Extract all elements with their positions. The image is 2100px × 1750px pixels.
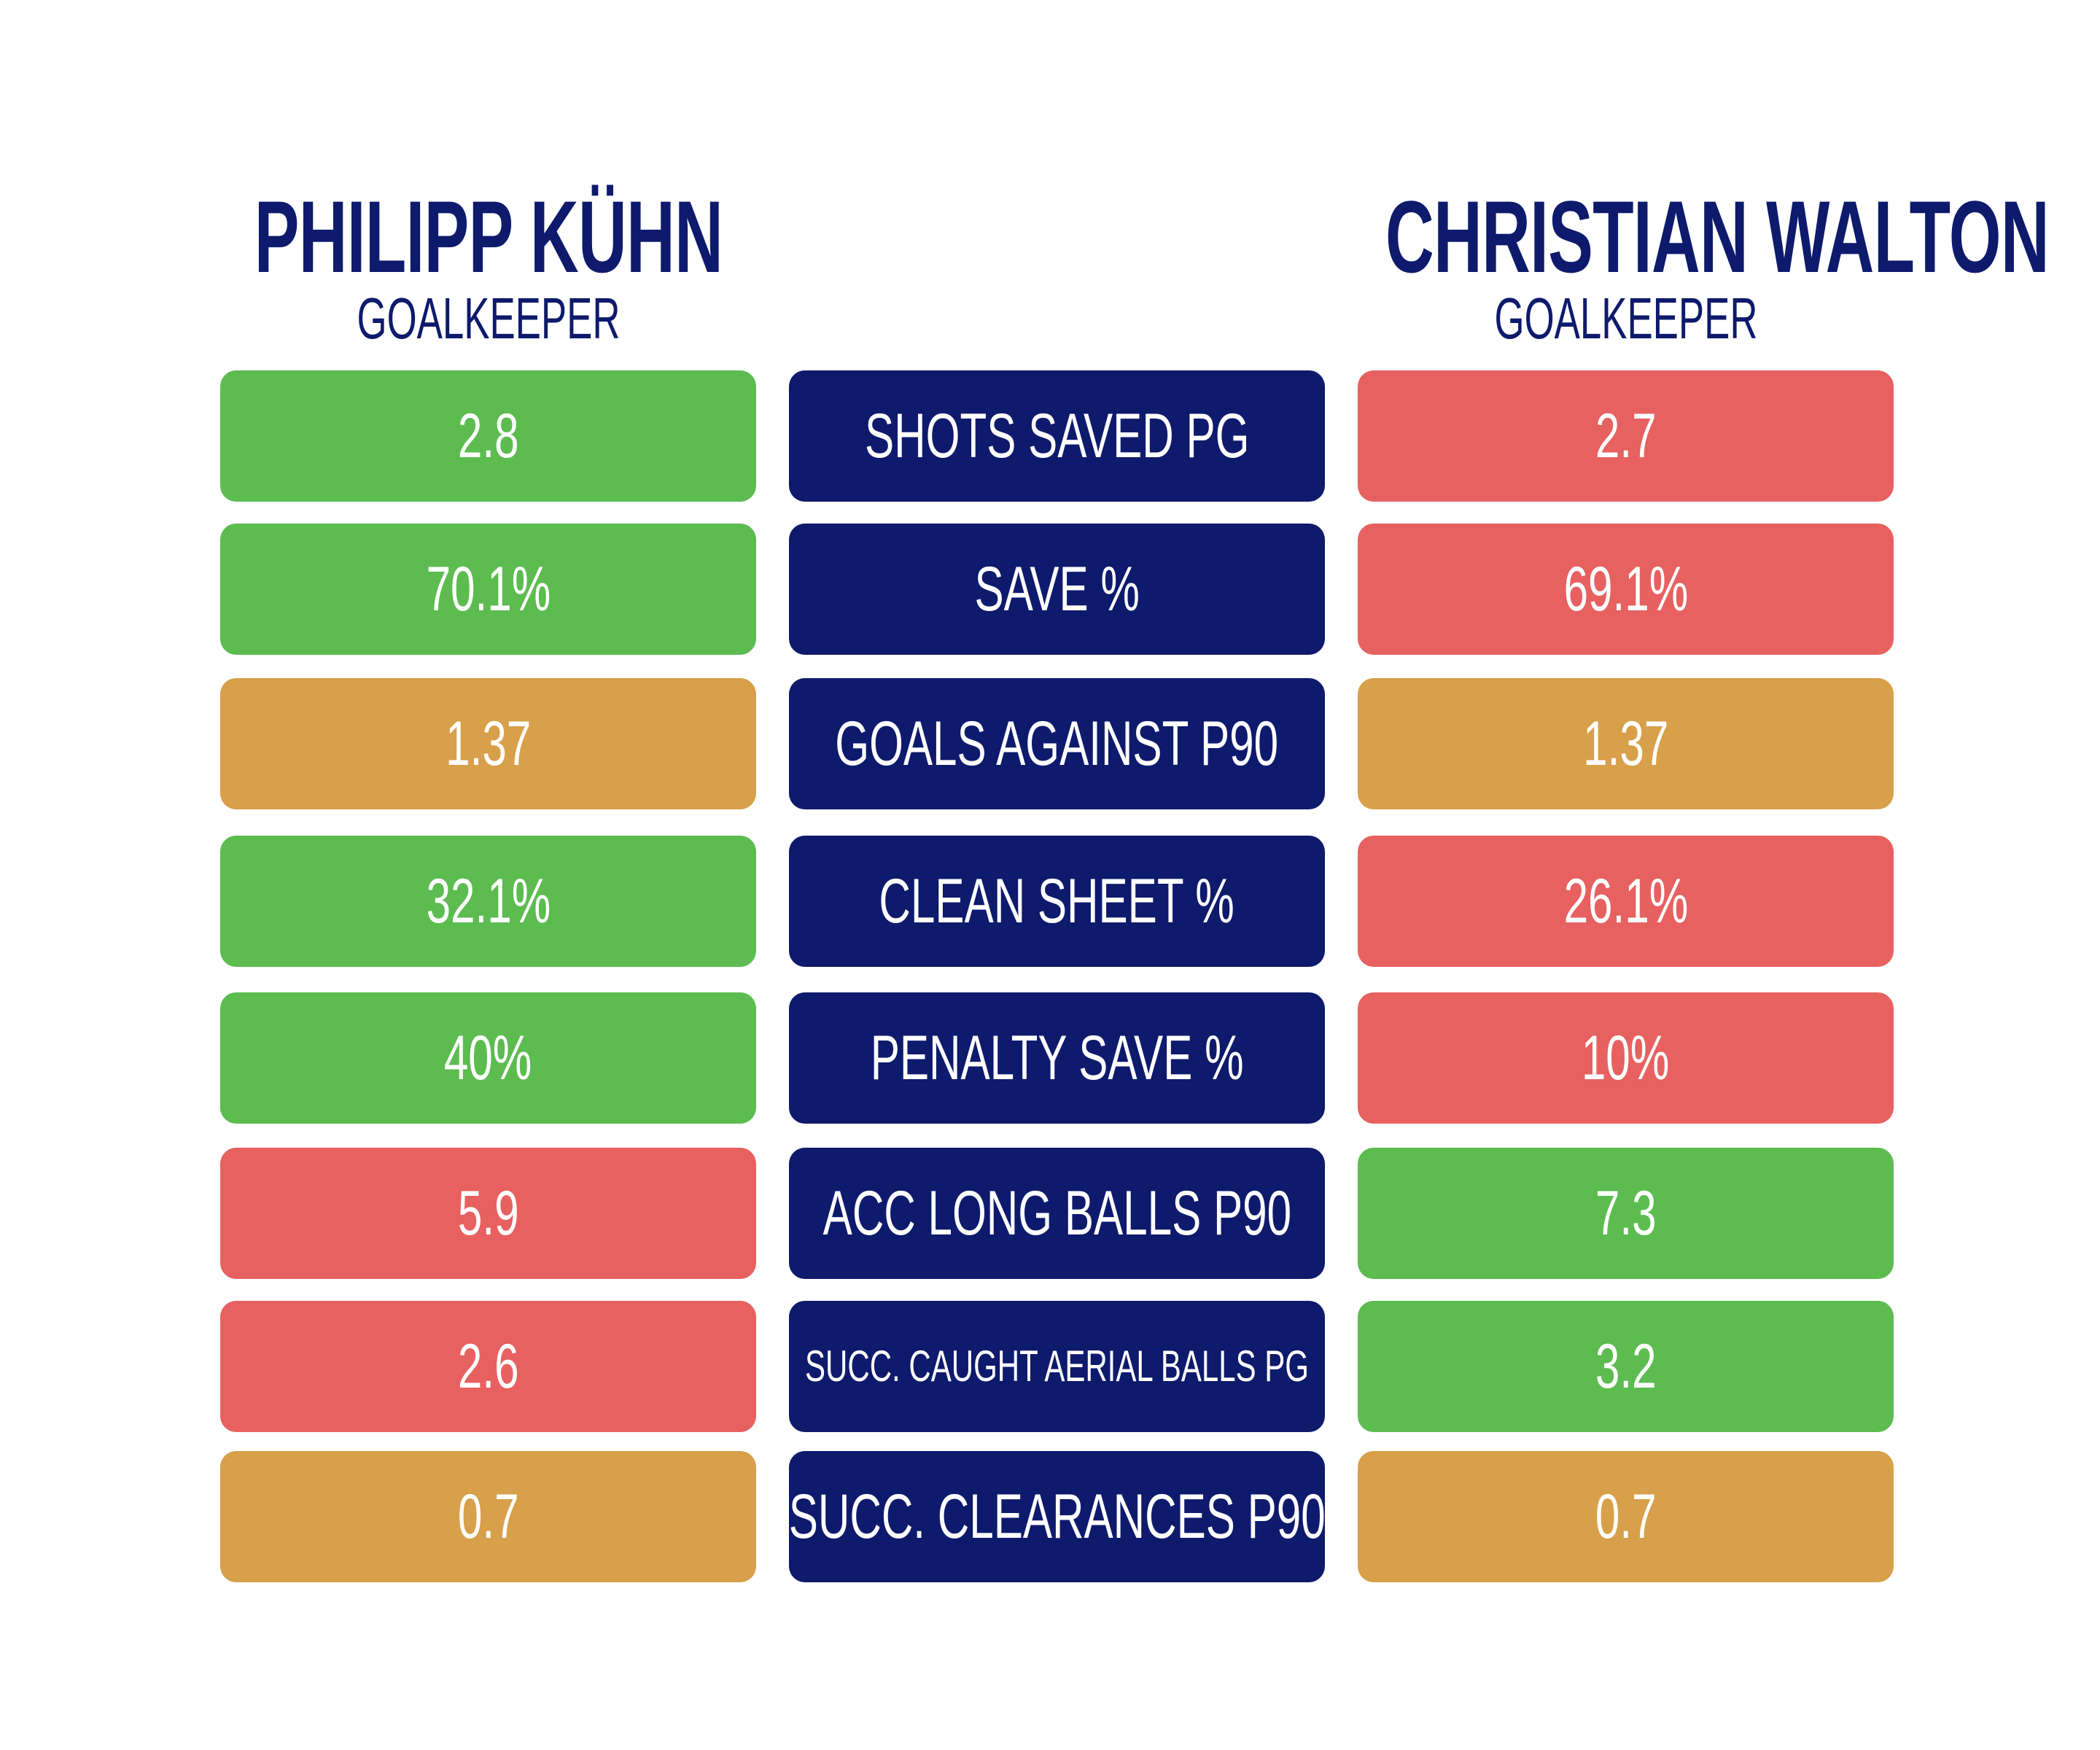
- stat-label-cell: PENALTY SAVE %: [789, 992, 1325, 1124]
- right-value-cell: 10%: [1358, 992, 1894, 1124]
- left-value-cell: 0.7: [220, 1451, 756, 1582]
- left-value: 40%: [444, 1023, 532, 1093]
- left-value: 1.37: [445, 709, 532, 779]
- stat-label-cell: SUCC. CAUGHT AERIAL BALLS PG: [789, 1301, 1325, 1432]
- right-value-cell: 3.2: [1358, 1301, 1894, 1432]
- stat-label: GOALS AGAINST P90: [835, 709, 1279, 779]
- right-value-cell: 69.1%: [1358, 524, 1894, 655]
- left-value-cell: 32.1%: [220, 836, 756, 967]
- stat-label: SUCC. CAUGHT AERIAL BALLS PG: [805, 1342, 1309, 1391]
- right-value-cell: 0.7: [1358, 1451, 1894, 1582]
- stat-label-cell: SHOTS SAVED PG: [789, 370, 1325, 502]
- left-value: 70.1%: [426, 554, 551, 624]
- stat-label-cell: ACC LONG BALLS P90: [789, 1148, 1325, 1279]
- stat-label: CLEAN SHEET %: [879, 866, 1235, 936]
- left-value-cell: 5.9: [220, 1148, 756, 1279]
- left-value: 0.7: [457, 1482, 519, 1552]
- left-value-cell: 70.1%: [220, 524, 756, 655]
- stat-row-goals-against: 1.37 GOALS AGAINST P90 1.37: [0, 678, 2100, 809]
- left-value: 2.6: [457, 1331, 519, 1401]
- left-value: 32.1%: [426, 866, 551, 936]
- right-value: 3.2: [1595, 1331, 1657, 1401]
- player-header-left: PHILIPP KÜHN GOALKEEPER: [124, 186, 853, 348]
- stat-label: ACC LONG BALLS P90: [822, 1178, 1291, 1248]
- player-name-right: CHRISTIAN WALTON: [1385, 179, 2050, 294]
- left-value: 2.8: [457, 401, 519, 471]
- right-value-cell: 26.1%: [1358, 836, 1894, 967]
- stat-label-cell: CLEAN SHEET %: [789, 836, 1325, 967]
- stat-label-cell: SAVE %: [789, 524, 1325, 655]
- stat-row-aerial-balls: 2.6 SUCC. CAUGHT AERIAL BALLS PG 3.2: [0, 1301, 2100, 1432]
- player-position-left: GOALKEEPER: [357, 286, 621, 351]
- left-value-cell: 2.8: [220, 370, 756, 502]
- right-value: 26.1%: [1563, 866, 1688, 936]
- left-value-cell: 40%: [220, 992, 756, 1124]
- player-name-left: PHILIPP KÜHN: [254, 179, 723, 294]
- stat-label: SUCC. CLEARANCES P90: [789, 1482, 1325, 1552]
- right-value: 1.37: [1582, 709, 1669, 779]
- stat-label: SAVE %: [974, 554, 1140, 624]
- right-value: 7.3: [1595, 1178, 1657, 1248]
- right-value-cell: 2.7: [1358, 370, 1894, 502]
- right-value: 10%: [1582, 1023, 1670, 1093]
- player-header-right: CHRISTIAN WALTON GOALKEEPER: [1261, 179, 2050, 351]
- stat-row-clearances: 0.7 SUCC. CLEARANCES P90 0.7: [0, 1451, 2100, 1582]
- right-value: 0.7: [1595, 1482, 1657, 1552]
- right-value: 2.7: [1595, 401, 1657, 471]
- stat-label-cell: GOALS AGAINST P90: [789, 678, 1325, 809]
- stat-label: SHOTS SAVED PG: [864, 401, 1250, 471]
- right-value-cell: 1.37: [1358, 678, 1894, 809]
- player-position-right: GOALKEEPER: [1494, 286, 1758, 351]
- stat-row-shots-saved: 2.8 SHOTS SAVED PG 2.7: [0, 370, 2100, 502]
- stat-row-save-pct: 70.1% SAVE % 69.1%: [0, 524, 2100, 655]
- left-value: 5.9: [457, 1178, 519, 1248]
- stat-row-clean-sheet: 32.1% CLEAN SHEET % 26.1%: [0, 836, 2100, 967]
- stat-label-cell: SUCC. CLEARANCES P90: [789, 1451, 1325, 1582]
- stat-label: PENALTY SAVE %: [870, 1023, 1244, 1093]
- right-value: 69.1%: [1563, 554, 1688, 624]
- left-value-cell: 1.37: [220, 678, 756, 809]
- right-value-cell: 7.3: [1358, 1148, 1894, 1279]
- stat-row-penalty-save: 40% PENALTY SAVE % 10%: [0, 992, 2100, 1124]
- left-value-cell: 2.6: [220, 1301, 756, 1432]
- stat-row-long-balls: 5.9 ACC LONG BALLS P90 7.3: [0, 1148, 2100, 1279]
